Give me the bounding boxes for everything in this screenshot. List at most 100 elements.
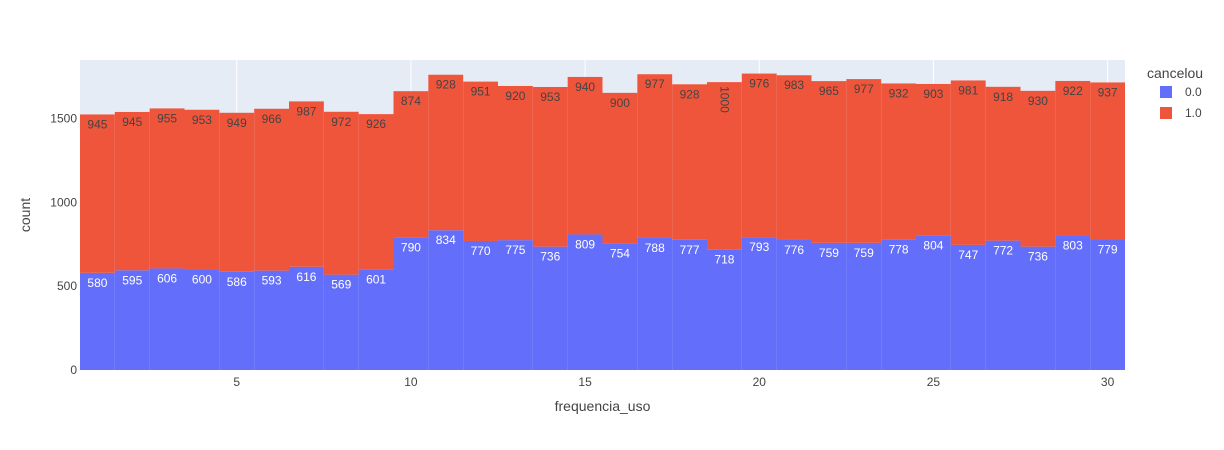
bar-label: 940 [575, 80, 595, 94]
x-tick-label: 25 [927, 375, 941, 389]
bar-series-1-x-4[interactable] [184, 109, 220, 270]
bar-series-0-x-2[interactable] [114, 270, 150, 370]
bar-series-0-x-13[interactable] [498, 240, 533, 370]
bar-series-0-x-10[interactable] [393, 237, 429, 370]
bar-label: 601 [366, 272, 386, 286]
bar-series-1-x-11[interactable] [428, 74, 464, 231]
bar-series-0-x-16[interactable] [602, 243, 638, 370]
bar-label: 918 [993, 90, 1013, 104]
bar-series-0-x-8[interactable] [323, 274, 359, 370]
bar-label: 736 [1028, 250, 1048, 264]
bar-series-1-x-18[interactable] [672, 84, 707, 240]
bar-series-0-x-7[interactable] [289, 266, 324, 370]
bar-label: 903 [923, 87, 943, 101]
bar-series-0-x-23[interactable] [846, 242, 882, 370]
bar-series-1-x-6[interactable] [254, 108, 289, 271]
bar-series-0-x-17[interactable] [637, 237, 673, 370]
bar-label: 747 [958, 248, 978, 262]
bar-series-1-x-13[interactable] [498, 85, 533, 241]
bar-series-0-x-9[interactable] [358, 269, 394, 370]
bar-series-1-x-15[interactable] [567, 76, 603, 235]
x-axis-title: frequencia_uso [555, 398, 651, 414]
bar-series-1-x-1[interactable] [80, 114, 115, 273]
bar-series-1-x-21[interactable] [776, 75, 812, 240]
bar-series-1-x-12[interactable] [463, 81, 498, 241]
y-tick-label: 1500 [50, 112, 77, 126]
bar-series-0-x-1[interactable] [80, 272, 115, 370]
bar-series-0-x-3[interactable] [149, 268, 185, 370]
x-axis-ticks: 5 10 15 20 25 30 [233, 375, 1114, 389]
bar-label: 966 [262, 112, 282, 126]
bar-label: 955 [157, 111, 177, 125]
bar-series-1-x-5[interactable] [219, 112, 255, 272]
bar-label: 600 [192, 272, 212, 286]
bar-label: 976 [749, 77, 769, 91]
bar-label: 1000 [717, 86, 731, 113]
y-tick-label: 500 [57, 279, 77, 293]
bar-label: 953 [540, 90, 560, 104]
bar-label: 874 [401, 94, 421, 108]
bar-series-1-x-9[interactable] [358, 114, 394, 270]
bar-series-1-x-27[interactable] [985, 86, 1021, 241]
bar-series-0-x-19[interactable] [707, 249, 742, 370]
bar-label: 983 [784, 78, 804, 92]
bar-series-0-x-11[interactable] [428, 230, 464, 370]
bar-label: 777 [680, 243, 700, 257]
bar-series-1-x-14[interactable] [532, 86, 568, 247]
bar-series-0-x-4[interactable] [184, 269, 220, 370]
bar-series-1-x-30[interactable] [1090, 82, 1125, 240]
bar-series-1-x-17[interactable] [637, 74, 673, 238]
bar-series-1-x-10[interactable] [393, 91, 429, 238]
bar-series-0-x-27[interactable] [985, 240, 1021, 370]
bar-series-0-x-18[interactable] [672, 239, 707, 370]
x-tick-label: 5 [233, 375, 240, 389]
legend-swatch-1[interactable] [1160, 107, 1172, 119]
bar-label: 977 [645, 77, 665, 91]
legend-label-0[interactable]: 0.0 [1185, 85, 1202, 99]
bar-series-0-x-30[interactable] [1090, 239, 1125, 370]
bar-series-0-x-25[interactable] [916, 235, 951, 370]
bar-series-1-x-19[interactable] [707, 82, 742, 250]
bar-series-1-x-26[interactable] [950, 80, 986, 245]
bar-series-0-x-26[interactable] [950, 244, 986, 370]
bar-series-0-x-5[interactable] [219, 271, 255, 370]
bar-label: 803 [1063, 238, 1083, 252]
bar-series-1-x-22[interactable] [811, 81, 847, 243]
bar-label: 580 [87, 276, 107, 290]
bar-label: 754 [610, 247, 630, 261]
bar-series-1-x-25[interactable] [916, 83, 951, 236]
bar-label: 900 [610, 96, 630, 110]
bar-series-1-x-29[interactable] [1055, 80, 1091, 236]
bar-series-1-x-24[interactable] [881, 83, 916, 240]
bar-series-1-x-3[interactable] [149, 108, 185, 269]
legend-title: cancelou [1147, 65, 1203, 81]
bar-series-1-x-23[interactable] [846, 79, 882, 243]
bar-series-1-x-20[interactable] [741, 73, 777, 238]
legend-label-1[interactable]: 1.0 [1185, 106, 1202, 120]
bar-label: 949 [227, 116, 247, 130]
bar-series-1-x-16[interactable] [602, 92, 638, 244]
bar-label: 834 [436, 233, 456, 247]
legend[interactable]: cancelou 0.0 1.0 [1147, 65, 1203, 120]
bar-series-0-x-24[interactable] [881, 239, 916, 370]
bar-series-0-x-6[interactable] [254, 270, 289, 370]
bar-series-0-x-21[interactable] [776, 239, 812, 370]
bar-series-0-x-20[interactable] [741, 237, 777, 370]
legend-swatch-0[interactable] [1160, 86, 1172, 98]
bar-series-0-x-12[interactable] [463, 240, 498, 370]
bar-series-1-x-7[interactable] [289, 101, 324, 267]
bar-label: 793 [749, 240, 769, 254]
bar-label: 569 [331, 278, 351, 292]
bar-series-1-x-8[interactable] [323, 111, 359, 275]
bar-series-1-x-28[interactable] [1020, 90, 1056, 247]
bar-series-1-x-2[interactable] [114, 111, 150, 271]
bar-label: 920 [505, 89, 525, 103]
bar-series-0-x-29[interactable] [1055, 235, 1091, 370]
bar-series-0-x-15[interactable] [567, 234, 603, 370]
bar-label: 930 [1028, 94, 1048, 108]
bar-series-0-x-14[interactable] [532, 246, 568, 370]
bar-series-0-x-22[interactable] [811, 242, 847, 370]
bar-series-0-x-28[interactable] [1020, 246, 1056, 370]
